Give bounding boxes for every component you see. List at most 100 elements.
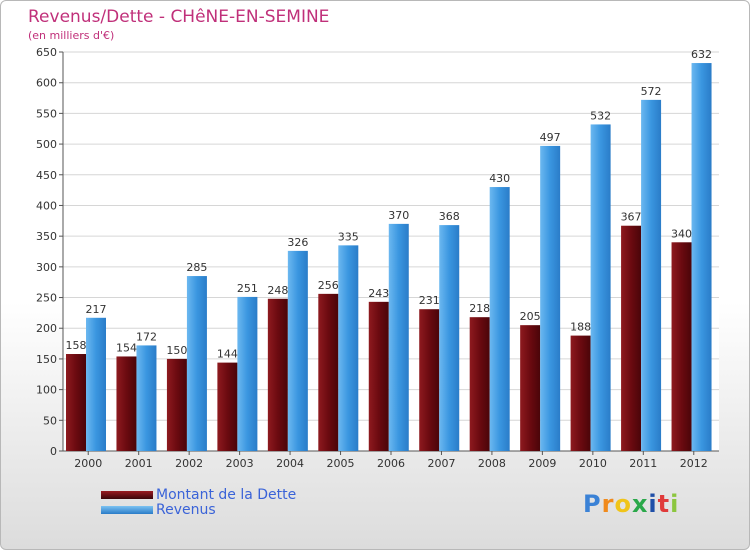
data-label: 430 — [489, 172, 510, 185]
y-tick-label: 250 — [36, 292, 57, 305]
bar-revenus — [641, 99, 662, 451]
logo-letter: x — [631, 490, 649, 518]
x-tick-label: 2011 — [629, 457, 657, 470]
y-tick-label: 150 — [36, 353, 57, 366]
axes: 0 50 100 150 200 250 300 350 400 450 500 550 600 650 2… — [36, 46, 719, 470]
bar-dette — [621, 225, 642, 451]
bar-dette — [318, 293, 339, 451]
bar-revenus — [186, 276, 207, 451]
data-label: 251 — [237, 282, 258, 295]
data-label: 335 — [338, 230, 359, 243]
data-label: 256 — [318, 279, 339, 292]
y-tick-label: 400 — [36, 199, 57, 212]
data-label: 248 — [267, 284, 288, 297]
bar-revenus — [287, 250, 308, 451]
x-tick-label: 2008 — [478, 457, 506, 470]
data-label: 231 — [419, 294, 440, 307]
proxiti-logo: Proxiti — [583, 490, 679, 518]
y-tick-label: 350 — [36, 230, 57, 243]
bar-dette — [267, 298, 288, 451]
y-tick-label: 300 — [36, 261, 57, 274]
legend-item-dette: Montant de la Dette — [101, 487, 296, 503]
data-label: 370 — [388, 209, 409, 222]
data-label: 158 — [66, 339, 87, 352]
data-label: 326 — [287, 236, 308, 249]
bar-dette — [116, 356, 137, 451]
bar-dette — [520, 325, 541, 451]
y-tick-label: 450 — [36, 169, 57, 182]
bar-dette — [469, 317, 490, 451]
legend-label-revenus: Revenus — [156, 502, 216, 518]
data-label: 144 — [217, 348, 238, 361]
x-tick-label: 2003 — [226, 457, 254, 470]
chart-subtitle: (en milliers d'€) — [28, 29, 115, 42]
logo-letter: o — [614, 490, 632, 518]
y-tick-label: 50 — [43, 414, 57, 427]
data-label: 572 — [641, 85, 662, 98]
x-tick-label: 2010 — [579, 457, 607, 470]
data-label: 367 — [621, 211, 642, 224]
bar-revenus — [691, 63, 712, 452]
logo-letter: r — [601, 490, 615, 518]
y-tick-label: 100 — [36, 384, 57, 397]
y-tick-label: 650 — [36, 46, 57, 59]
bar-dette — [419, 309, 440, 451]
bar-dette — [570, 335, 591, 451]
data-label: 217 — [86, 303, 107, 316]
bar-revenus — [489, 187, 510, 452]
bar-revenus — [590, 124, 611, 452]
x-tick-label: 2002 — [175, 457, 203, 470]
x-tick-label: 2006 — [377, 457, 405, 470]
data-label: 150 — [166, 344, 187, 357]
x-tick-label: 2000 — [74, 457, 102, 470]
data-label: 205 — [520, 310, 541, 323]
data-label: 188 — [570, 321, 591, 334]
bar-dette — [368, 301, 389, 451]
x-tick-label: 2005 — [327, 457, 355, 470]
data-label: 218 — [469, 302, 490, 315]
y-tick-label: 550 — [36, 107, 57, 120]
legend-swatch-dette — [101, 491, 153, 499]
legend-swatch-revenus — [101, 506, 153, 514]
y-tick-label: 200 — [36, 322, 57, 335]
bar-revenus — [86, 317, 106, 451]
bar-dette — [166, 358, 187, 451]
y-tick-label: 500 — [36, 138, 57, 151]
x-tick-label: 2012 — [680, 457, 708, 470]
data-label: 497 — [540, 131, 561, 144]
data-label: 368 — [439, 210, 460, 223]
data-label: 172 — [136, 330, 157, 343]
data-label: 285 — [186, 261, 207, 274]
x-tick-label: 2004 — [276, 457, 304, 470]
bar-dette — [671, 242, 692, 451]
logo-letter: P — [583, 490, 602, 518]
logo-letter: i — [648, 490, 658, 518]
bar-dette — [66, 354, 86, 451]
x-tick-label: 2009 — [528, 457, 556, 470]
bar-dette — [217, 362, 238, 451]
x-tick-label: 2007 — [427, 457, 455, 470]
y-tick-label: 0 — [50, 445, 57, 458]
bar-revenus — [136, 345, 157, 451]
bar-revenus — [439, 225, 460, 451]
data-label: 243 — [368, 287, 389, 300]
legend-item-revenus: Revenus — [101, 502, 216, 518]
bar-revenus — [237, 296, 258, 451]
legend-label-dette: Montant de la Dette — [156, 487, 297, 503]
logo-letter: t — [657, 490, 671, 518]
y-tick-label: 600 — [36, 77, 57, 90]
bars — [66, 63, 712, 452]
data-label: 154 — [116, 341, 137, 354]
data-label: 632 — [691, 48, 712, 61]
bar-revenus — [388, 223, 409, 451]
data-label: 340 — [671, 227, 692, 240]
bar-revenus — [540, 145, 561, 451]
logo-letter: i — [670, 490, 680, 518]
bar-revenus — [338, 245, 359, 451]
x-tick-label: 2001 — [125, 457, 153, 470]
bar-chart: 0 50 100 150 200 250 300 350 400 450 500 550 600 650 2… — [36, 46, 719, 470]
data-label: 532 — [590, 109, 611, 122]
chart-title: Revenus/Dette - CHêNE-EN-SEMINE — [28, 7, 330, 27]
